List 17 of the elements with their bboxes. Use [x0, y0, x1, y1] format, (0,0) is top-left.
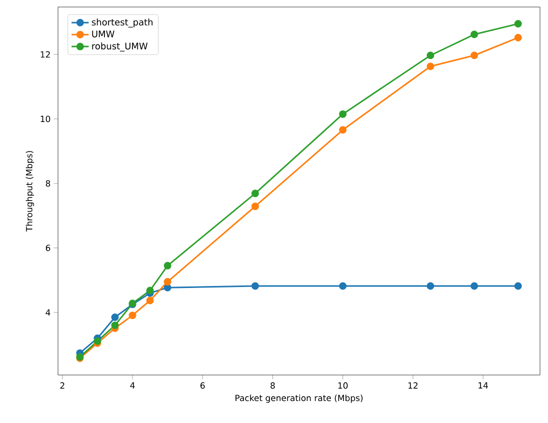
legend-label: robust_UMW: [92, 42, 148, 52]
y-tick-label: 4: [46, 309, 50, 316]
x-tick-label: 10: [338, 382, 348, 389]
x-tick-label: 8: [270, 382, 275, 389]
legend-label: UMW: [92, 30, 114, 38]
y-tick-label: 12: [40, 51, 50, 58]
x-tick-label: 14: [478, 382, 488, 388]
y-axis-title: Throughput (Mbps): [26, 151, 34, 232]
x-tick-label: 6: [200, 382, 205, 389]
x-tick-label: 4: [130, 382, 135, 388]
y-tick-label: 8: [46, 180, 50, 187]
legend-label: shortest_path: [92, 18, 152, 28]
y-tick-label: 6: [46, 244, 50, 252]
x-axis-title: Packet generation rate (Mbps): [236, 394, 363, 403]
x-tick-label: 12: [408, 382, 418, 389]
y-tick-label: 10: [40, 116, 50, 122]
x-tick-label: 2: [60, 382, 64, 389]
